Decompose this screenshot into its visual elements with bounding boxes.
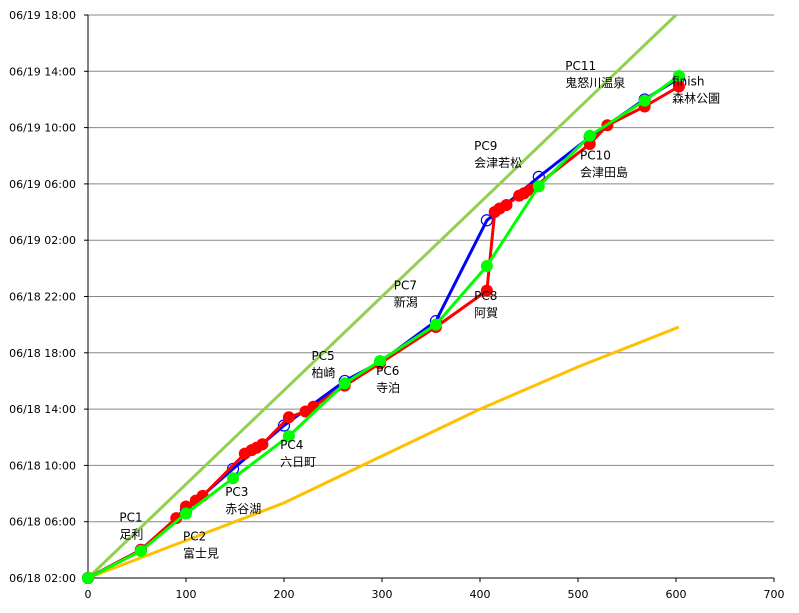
annotation-line: 赤谷湖	[225, 501, 261, 516]
annotation-label: PC9 会津若松	[474, 139, 522, 170]
annotation-line: PC9	[474, 139, 497, 153]
y-tick-label: 06/18 18:00	[9, 347, 76, 360]
data-point	[180, 507, 192, 520]
annotation-line: 寺泊	[376, 381, 400, 395]
x-tick-labels: 0 100 200 300 400 500 600 700	[85, 588, 785, 601]
annotation-label: PC4 六日町	[280, 438, 316, 469]
data-point	[480, 260, 493, 273]
annotation-label: PC7 新潟	[394, 278, 418, 309]
data-point	[429, 318, 442, 331]
data-point	[82, 572, 94, 584]
data-point	[256, 438, 269, 451]
data-point	[532, 180, 545, 193]
y-tick-label: 06/18 14:00	[9, 403, 76, 416]
annotation-line: 鬼怒川温泉	[565, 75, 625, 90]
annotation-line: 会津若松	[474, 156, 522, 170]
data-point	[338, 377, 351, 390]
y-tick-label: 06/18 22:00	[9, 291, 76, 304]
annotation-line: PC5	[311, 349, 334, 363]
annotation-line: PC3	[225, 485, 248, 499]
annotation-line: 阿賀	[474, 306, 498, 320]
y-tick-label: 06/18 02:00	[9, 572, 76, 585]
annotation-label: PC3 赤谷湖	[225, 485, 261, 516]
y-tick-label: 06/19 02:00	[9, 234, 76, 247]
x-tick-label: 400	[470, 588, 491, 601]
data-point	[374, 355, 387, 368]
annotation-label: PC11 鬼怒川温泉	[565, 59, 625, 90]
annotation-line: PC7	[394, 278, 417, 292]
grid-lines	[88, 14, 774, 579]
data-point	[170, 512, 183, 525]
series-group	[81, 13, 686, 585]
annotation-line: 会津田島	[580, 164, 628, 179]
x-tick-label: 600	[666, 588, 687, 601]
data-point	[638, 94, 651, 107]
annotation-line: PC11	[565, 59, 596, 73]
annotation-line: 柏崎	[311, 365, 335, 380]
data-point	[672, 69, 685, 82]
data-point	[282, 411, 295, 424]
x-tick-label: 500	[568, 588, 589, 601]
y-tick-label: 06/19 14:00	[9, 65, 76, 78]
data-point	[480, 214, 493, 227]
y-tick-label: 06/19 10:00	[9, 122, 76, 135]
annotation-line: finish	[672, 74, 704, 88]
annotation-label: PC10 会津田島	[580, 148, 628, 179]
annotation-line: PC4	[280, 438, 303, 452]
annotation-line: PC2	[183, 529, 206, 543]
annotation-line: 新潟	[394, 294, 418, 309]
annotation-label: PC2 富士見	[183, 529, 219, 560]
data-point	[672, 80, 685, 93]
y-tick-label: 06/19 18:00	[9, 9, 76, 22]
y-tick-label: 06/19 06:00	[9, 178, 76, 191]
x-tick-label: 700	[764, 588, 785, 601]
y-tick-labels: 06/18 02:00 06/18 06:00 06/18 10:00 06/18 1…	[9, 9, 76, 585]
annotation-line: 足利	[119, 528, 143, 542]
annotation-line: 森林公園	[672, 90, 720, 105]
series-line-1	[87, 325, 680, 580]
y-tick-label: 06/18 10:00	[9, 459, 76, 472]
data-point	[583, 138, 596, 151]
annotation-line: PC6	[376, 364, 399, 378]
axes	[84, 14, 775, 582]
annotation-line: 富士見	[183, 545, 219, 560]
annotation-label: finish 森林公園	[672, 74, 720, 105]
annotation-label: PC1 足利	[119, 511, 143, 542]
data-point	[282, 430, 295, 443]
annotation-label: PC5 柏崎	[311, 349, 335, 380]
series-line-0	[86, 13, 678, 580]
annotation-line: PC10	[580, 148, 611, 162]
data-point	[227, 472, 240, 485]
data-point	[583, 129, 596, 142]
y-tick-label: 06/18 06:00	[9, 516, 76, 529]
annotation-label: PC8 阿賀	[474, 289, 498, 320]
data-point	[500, 199, 513, 212]
annotation-line: PC8	[474, 289, 497, 303]
x-tick-label: 300	[372, 588, 393, 601]
annotation-line: 六日町	[280, 455, 316, 469]
data-point	[480, 284, 493, 297]
x-tick-label: 0	[85, 588, 92, 601]
data-point	[134, 545, 147, 558]
annotation-label: PC6 寺泊	[376, 364, 400, 395]
x-tick-label: 100	[176, 588, 197, 601]
annotation-line: PC1	[119, 511, 142, 525]
x-tick-label: 200	[274, 588, 295, 601]
